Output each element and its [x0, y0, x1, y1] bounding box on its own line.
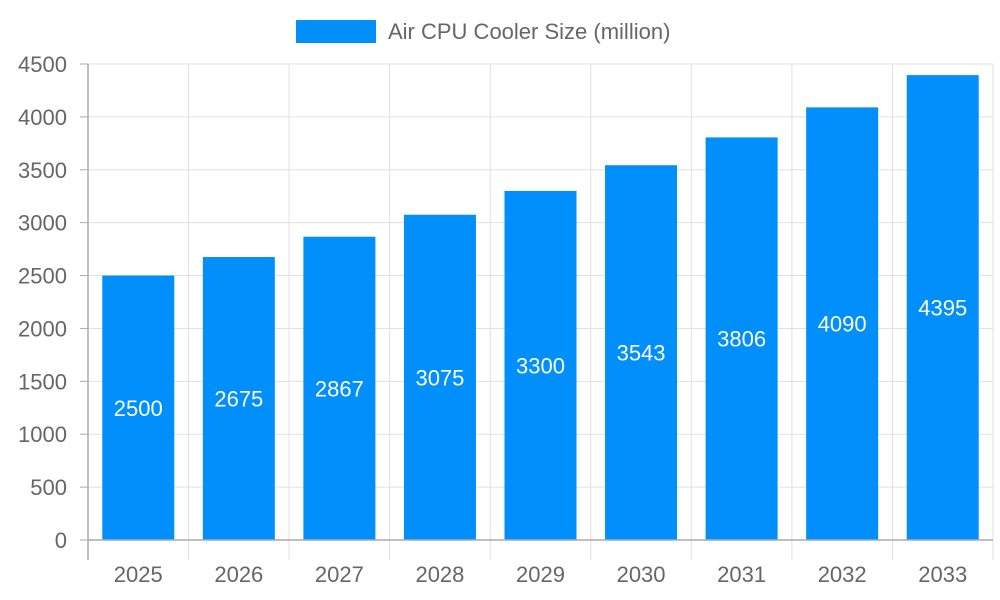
- legend-swatch: [296, 20, 376, 43]
- y-tick-label: 0: [55, 528, 67, 553]
- data-label: 3075: [415, 365, 464, 390]
- data-label: 4090: [818, 312, 867, 337]
- bars: 2500 2675 2867 3075 3300 3543 3806 4090 4395: [102, 75, 979, 541]
- y-tick-label: 4500: [18, 52, 67, 77]
- data-label: 2675: [214, 387, 263, 412]
- data-label: 3300: [516, 353, 565, 378]
- legend[interactable]: Air CPU Cooler Size (million): [296, 19, 670, 44]
- x-tick-label: 2028: [415, 562, 464, 587]
- data-label: 3806: [717, 327, 766, 352]
- x-tick-label: 2032: [818, 562, 867, 587]
- y-tick-label: 3000: [18, 211, 67, 236]
- bar: [504, 190, 577, 540]
- y-tick-label: 4000: [18, 105, 67, 130]
- x-tick-label: 2029: [516, 562, 565, 587]
- bar: [705, 137, 778, 540]
- data-label: 3543: [617, 341, 666, 366]
- bar: [806, 107, 879, 540]
- x-tick-label: 2027: [315, 562, 364, 587]
- legend-label: Air CPU Cooler Size (million): [388, 19, 670, 44]
- y-tick-label: 3500: [18, 158, 67, 183]
- y-tick-label: 2000: [18, 316, 67, 341]
- x-tick-label: 2033: [918, 562, 967, 587]
- x-tick-label: 2031: [717, 562, 766, 587]
- bar: [906, 75, 979, 541]
- y-tick-label: 500: [30, 475, 67, 500]
- x-tick-label: 2030: [617, 562, 666, 587]
- x-tick-label: 2026: [214, 562, 263, 587]
- bar: [403, 214, 476, 540]
- bar: [303, 236, 376, 540]
- data-label: 4395: [918, 296, 967, 321]
- bar: [605, 165, 678, 540]
- bar: [102, 275, 175, 540]
- y-tick-label: 1500: [18, 369, 67, 394]
- bar: [202, 257, 275, 540]
- y-tick-label: 2500: [18, 264, 67, 289]
- data-label: 2500: [114, 396, 163, 421]
- y-tick-label: 1000: [18, 422, 67, 447]
- axes: 0 500 1000 1500 2000 2500 3000 3500 4000 4500 2025…: [18, 52, 993, 587]
- x-tick-label: 2025: [114, 562, 163, 587]
- data-label: 2867: [315, 376, 364, 401]
